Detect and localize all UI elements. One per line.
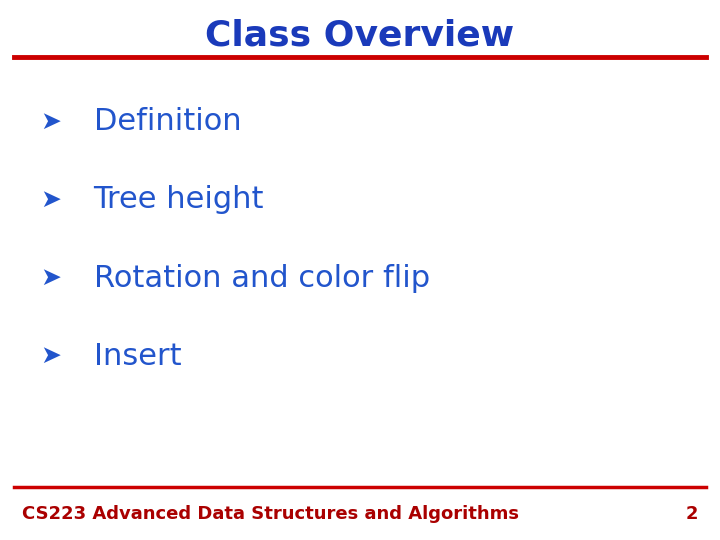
Text: 2: 2 (686, 505, 698, 523)
Text: ➤: ➤ (40, 110, 61, 133)
Text: Tree height: Tree height (94, 185, 264, 214)
Text: ➤: ➤ (40, 266, 61, 290)
Text: Class Overview: Class Overview (205, 18, 515, 52)
Text: Rotation and color flip: Rotation and color flip (94, 264, 430, 293)
Text: Insert: Insert (94, 342, 181, 371)
Text: ➤: ➤ (40, 188, 61, 212)
Text: Definition: Definition (94, 107, 241, 136)
Text: CS223 Advanced Data Structures and Algorithms: CS223 Advanced Data Structures and Algor… (22, 505, 518, 523)
Text: ➤: ➤ (40, 345, 61, 368)
